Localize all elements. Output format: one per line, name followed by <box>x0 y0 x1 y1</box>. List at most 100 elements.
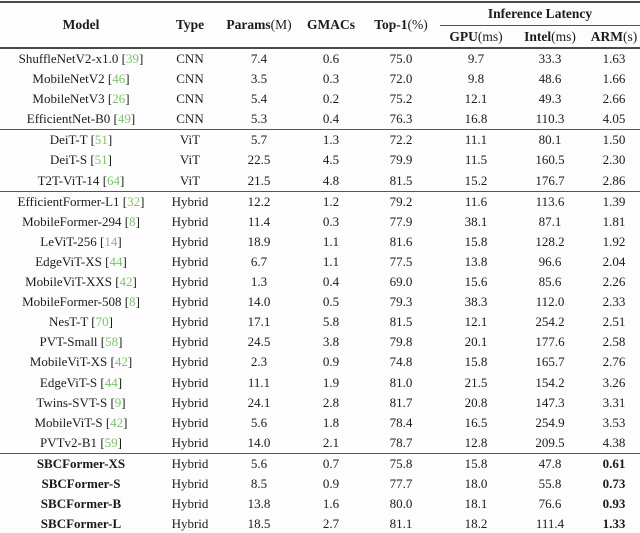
citation[interactable]: [44] <box>101 253 127 269</box>
citation[interactable]: [9] <box>107 394 126 410</box>
cell-arm: 0.73 <box>602 475 626 491</box>
cell-gmacs: 0.3 <box>322 213 340 229</box>
cell-arm: 1.33 <box>602 516 626 532</box>
cell-model: MobileViT-XS [42] <box>0 352 162 372</box>
cell-model: Twins-SVT-S [9] <box>0 393 162 413</box>
cell-params: 5.7 <box>250 132 268 148</box>
citation[interactable]: [51] <box>87 132 113 148</box>
citation[interactable]: [58] <box>97 334 123 350</box>
cell-top1: 72.2 <box>389 132 413 148</box>
citation[interactable]: [8] <box>121 213 140 229</box>
cell-model: MobileNetV2 [46] <box>0 69 162 89</box>
cell-arm: 1.92 <box>602 233 626 249</box>
model-name: MobileNetV3 <box>32 91 105 107</box>
cell-intel: 48.6 <box>538 71 562 87</box>
cell-model: SBCFormer-S <box>0 474 162 494</box>
cell-params: 2.3 <box>250 354 268 370</box>
cell-gmacs: 1.1 <box>322 233 340 249</box>
citation-number: 59 <box>104 434 118 450</box>
cell-type: Hybrid <box>171 253 209 269</box>
column-header-params: Params(M) <box>226 17 292 32</box>
cell-params: 24.1 <box>247 394 271 410</box>
cell-arm: 4.38 <box>588 432 640 454</box>
citation[interactable]: [46] <box>104 71 130 87</box>
cell-top1: 79.3 <box>389 294 413 310</box>
citation[interactable]: [42] <box>111 274 137 290</box>
cell-gmacs: 2.8 <box>322 394 340 410</box>
cell-intel: 80.1 <box>538 132 562 148</box>
table-row: SBCFormer-S Hybrid 8.5 0.9 77.7 18.0 55.… <box>0 474 640 494</box>
cell-top1: 76.3 <box>362 109 440 131</box>
cell-gmacs: 0.5 <box>322 294 340 310</box>
citation[interactable]: [49] <box>110 111 136 127</box>
cell-params: 3.5 <box>250 71 268 87</box>
cell-model: EfficientFormer-L1 [32] <box>0 191 162 212</box>
cell-gpu: 16.5 <box>464 414 488 430</box>
cell-intel: 177.6 <box>535 334 565 350</box>
cell-params: 5.3 <box>218 109 300 131</box>
cell-arm: 2.51 <box>602 314 626 330</box>
cell-gmacs: 1.8 <box>322 414 340 430</box>
cell-top1: 74.8 <box>389 354 413 370</box>
model-name: SBCFormer-B <box>40 496 122 512</box>
model-name: PVT-Small <box>39 334 98 350</box>
cell-intel: 33.3 <box>538 51 562 66</box>
citation[interactable]: [42] <box>102 414 128 430</box>
model-name: MobileViT-S <box>34 414 103 430</box>
cell-model: SBCFormer-XS <box>0 453 162 474</box>
cell-top1: 81.6 <box>389 233 413 249</box>
cell-type: Hybrid <box>171 414 209 430</box>
model-name: SBCFormer-XS <box>36 455 126 471</box>
cell-gpu: 20.1 <box>464 334 488 350</box>
citation[interactable]: [26] <box>104 91 130 107</box>
column-group-inference-latency: Inference Latency <box>440 2 640 26</box>
citation[interactable]: [59] <box>97 434 122 450</box>
citation[interactable]: [51] <box>87 152 112 168</box>
cell-arm: 2.04 <box>602 253 626 269</box>
table-row: MobileViT-S [42] Hybrid 5.6 1.8 78.4 16.… <box>0 413 640 433</box>
citation[interactable]: [39] <box>118 51 144 66</box>
cell-intel: 111.4 <box>535 516 565 532</box>
cell-intel: 49.3 <box>538 91 562 107</box>
citation-number: 46 <box>112 71 126 87</box>
table-row: MobileFormer-508 [8] Hybrid 14.0 0.5 79.… <box>0 292 640 312</box>
table-row: MobileNetV3 [26] CNN 5.4 0.2 75.2 12.1 4… <box>0 89 640 109</box>
cell-model: SBCFormer-L <box>0 514 162 533</box>
cell-arm: 3.53 <box>602 414 626 430</box>
cell-model: PVTv2-B1 [59] <box>0 432 162 454</box>
citation[interactable]: [44] <box>97 374 123 390</box>
cell-top1: 78.4 <box>389 414 413 430</box>
cell-gmacs: 0.2 <box>322 91 340 107</box>
cell-params: 5.4 <box>250 91 268 107</box>
cell-top1: 79.9 <box>389 152 413 168</box>
cell-model: DeiT-S [51] <box>0 150 162 170</box>
citation-number: 26 <box>112 91 126 107</box>
cell-intel: 110.3 <box>512 109 588 131</box>
cell-gpu: 18.1 <box>464 496 488 512</box>
cell-gmacs: 4.5 <box>322 152 340 168</box>
citation[interactable]: [42] <box>107 354 133 370</box>
cell-gmacs: 2.7 <box>322 516 340 532</box>
table-row: ShuffleNetV2-x1.0 [39] CNN 7.4 0.6 75.0 … <box>0 48 640 69</box>
citation[interactable]: [70] <box>88 314 113 330</box>
citation[interactable]: [8] <box>121 294 140 310</box>
table-row: SBCFormer-XS Hybrid 5.6 0.7 75.8 15.8 47… <box>0 453 640 474</box>
citation[interactable]: [14] <box>96 233 122 249</box>
cell-intel: 96.6 <box>538 253 562 269</box>
citation-number: 44 <box>109 253 123 269</box>
cell-arm: 2.66 <box>602 91 626 107</box>
cell-gmacs: 5.8 <box>322 314 340 330</box>
cell-type: CNN <box>162 109 218 131</box>
model-name: MobileViT-XS <box>29 354 108 370</box>
cell-gmacs: 0.4 <box>322 274 340 290</box>
citation[interactable]: [32] <box>119 193 145 209</box>
cell-model: SBCFormer-B <box>0 494 162 514</box>
table-row: LeViT-256 [14] Hybrid 18.9 1.1 81.6 15.8… <box>0 232 640 252</box>
cell-gpu: 15.6 <box>464 274 488 290</box>
citation[interactable]: [64] <box>99 172 125 188</box>
cell-gpu: 15.2 <box>440 170 512 192</box>
column-header-model: Model <box>62 17 100 32</box>
cell-intel: 113.6 <box>535 193 565 209</box>
model-name: MobileViT-XXS <box>25 274 112 290</box>
citation-number: 8 <box>129 294 136 310</box>
